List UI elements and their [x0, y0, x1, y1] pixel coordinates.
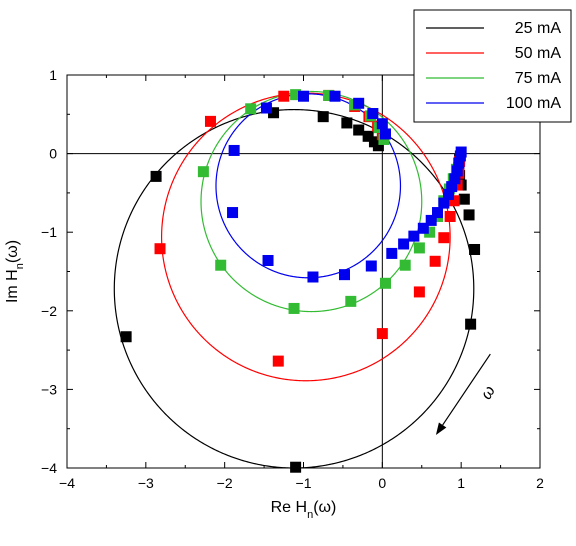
- point-25-ma: [353, 124, 365, 136]
- point-75-ma: [288, 302, 300, 314]
- point-100-ma: [338, 269, 350, 281]
- point-100-ma: [367, 108, 379, 120]
- point-100-ma: [417, 222, 429, 234]
- y-tick-label: 1: [49, 67, 57, 83]
- point-100-ma: [228, 144, 240, 156]
- point-75-ma: [290, 89, 302, 101]
- point-50-ma: [278, 90, 290, 102]
- point-25-ma: [458, 193, 470, 205]
- point-25-ma: [372, 140, 384, 152]
- legend-label: 75 mA: [515, 70, 562, 87]
- point-100-ma: [398, 238, 410, 250]
- point-25-ma: [362, 130, 374, 142]
- omega-arrow-head: [435, 422, 447, 435]
- point-25-ma: [341, 117, 353, 129]
- point-100-ma: [408, 230, 420, 242]
- point-75-ma: [345, 295, 357, 307]
- point-25-ma: [463, 209, 475, 221]
- fit-curve-50-ma: [160, 92, 451, 382]
- point-75-ma: [323, 89, 335, 101]
- point-100-ma: [432, 207, 444, 219]
- point-25-ma: [317, 111, 329, 123]
- legend-label: 100 mA: [506, 95, 561, 112]
- axis-ticks: [66, 74, 541, 469]
- y-tick-label: −3: [41, 381, 57, 397]
- point-100-ma: [329, 90, 341, 102]
- point-25-ma: [465, 318, 477, 330]
- point-75-ma: [424, 226, 436, 238]
- point-50-ma: [204, 115, 216, 127]
- x-tick-label: 0: [378, 475, 386, 491]
- legend-box: [413, 9, 572, 123]
- point-100-ma: [379, 128, 391, 140]
- y-tick-label: 0: [49, 146, 57, 162]
- x-tick-label: −4: [59, 475, 75, 491]
- x-tick-label: −2: [217, 475, 233, 491]
- y-tick-label: −1: [41, 224, 57, 240]
- y-tick-labels: −4 −3 −2 −1 0 1: [41, 67, 57, 476]
- point-50-ma: [448, 195, 460, 207]
- omega-arrow-line: [442, 353, 491, 426]
- point-50-ma: [272, 355, 284, 367]
- point-100-ma: [455, 146, 467, 158]
- point-75-ma: [215, 259, 227, 271]
- point-25-ma: [268, 107, 280, 119]
- y-tick-label: −4: [41, 460, 57, 476]
- point-100-ma: [376, 118, 388, 130]
- point-25-ma: [469, 243, 481, 255]
- point-50-ma: [413, 286, 425, 298]
- x-tick-label: −1: [296, 475, 312, 491]
- point-50-ma: [429, 255, 441, 267]
- point-50-ma: [438, 232, 450, 244]
- plot-frame: [66, 74, 541, 469]
- data-points: [120, 89, 481, 473]
- point-50-ma: [451, 179, 463, 191]
- point-75-ma: [379, 277, 391, 289]
- y-axis-label: Im Hn(ω): [4, 240, 26, 303]
- point-75-ma: [197, 166, 209, 178]
- omega-label: ω: [478, 383, 499, 402]
- point-25-ma: [290, 461, 302, 473]
- point-100-ma: [386, 247, 398, 259]
- point-25-ma: [150, 170, 162, 182]
- point-100-ma: [443, 188, 455, 200]
- fit-curve-75-ma: [200, 90, 423, 313]
- legend-label: 25 mA: [515, 20, 562, 37]
- point-100-ma: [446, 181, 458, 193]
- point-100-ma: [262, 254, 274, 266]
- legend-label: 50 mA: [515, 45, 562, 62]
- point-75-ma: [378, 133, 390, 145]
- point-75-ma: [245, 103, 257, 115]
- x-tick-label: 2: [536, 475, 544, 491]
- point-75-ma: [399, 259, 411, 271]
- legend: 25 mA 50 mA 75 mA 100 mA: [413, 9, 572, 123]
- point-75-ma: [413, 242, 425, 254]
- fit-curves: [113, 90, 475, 469]
- point-100-ma: [451, 165, 463, 177]
- point-100-ma: [438, 197, 450, 209]
- x-tick-label: −3: [138, 475, 154, 491]
- point-100-ma: [453, 157, 465, 169]
- point-50-ma: [444, 210, 456, 222]
- x-axis-label: Re Hn(ω): [271, 499, 337, 521]
- y-tick-label: −2: [41, 303, 57, 319]
- point-100-ma: [365, 260, 377, 272]
- x-tick-label: 1: [457, 475, 465, 491]
- point-100-ma: [260, 102, 272, 114]
- x-tick-labels: −4 −3 −2 −1 0 1 2: [59, 475, 544, 491]
- point-50-ma: [376, 328, 388, 340]
- point-25-ma: [120, 331, 132, 343]
- point-100-ma: [307, 271, 319, 283]
- point-100-ma: [353, 97, 365, 109]
- omega-annotation: ω: [435, 353, 499, 435]
- point-100-ma: [227, 207, 239, 219]
- point-100-ma: [449, 173, 461, 185]
- point-100-ma: [425, 214, 437, 226]
- point-50-ma: [154, 243, 166, 255]
- zero-lines: [67, 75, 540, 468]
- point-100-ma: [298, 90, 309, 102]
